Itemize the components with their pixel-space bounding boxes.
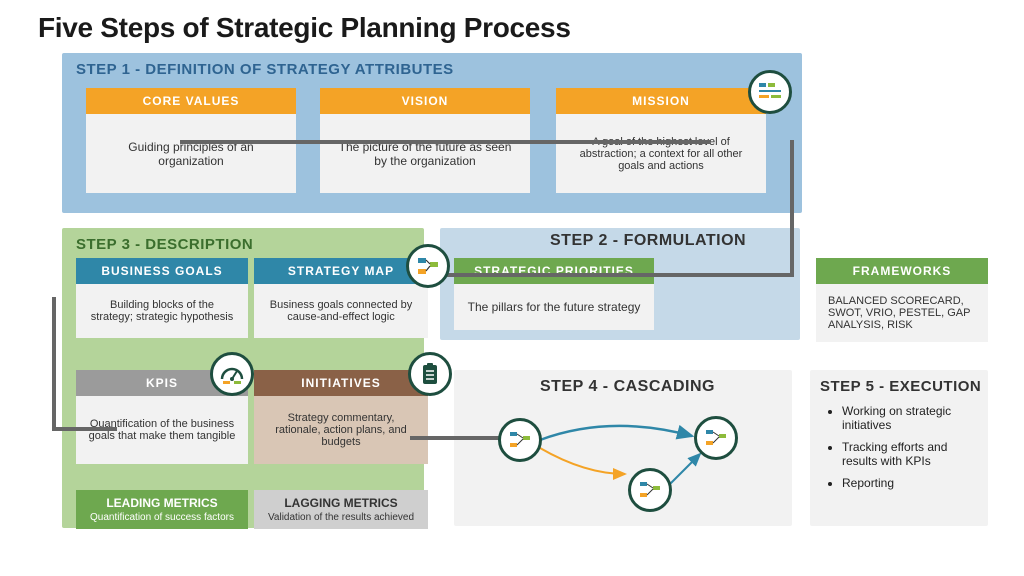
gauge-icon [210,352,254,396]
chart-icon [748,70,792,114]
core-values-body: Guiding principles of an organization [86,114,296,193]
cascade-node-icon [628,468,672,512]
vision-title: VISION [320,88,530,114]
cascade-node-icon [498,418,542,462]
initiatives-card: INITIATIVES Strategy commentary, rationa… [254,370,428,464]
business-goals-title: BUSINESS GOALS [76,258,248,284]
strategic-priorities-title: STRATEGIC PRIORITIES [454,258,654,284]
frameworks-title: FRAMEWORKS [816,258,988,284]
connector [52,297,56,427]
step4-header: STEP 4 - CASCADING [540,378,715,396]
strategy-map-card: STRATEGY MAP Business goals connected by… [254,258,428,338]
step2-header: STEP 2 - FORMULATION [550,232,746,250]
map-icon [406,244,450,288]
lagging-sub: Validation of the results achieved [262,512,420,523]
cascade-node-icon [694,416,738,460]
vision-body: The picture of the future as seen by the… [320,114,530,193]
strategic-priorities-card: STRATEGIC PRIORITIES The pillars for the… [454,258,654,330]
frameworks-body: BALANCED SCORECARD, SWOT, VRIO, PESTEL, … [816,284,988,342]
connector [52,427,117,431]
lagging-metrics: LAGGING METRICS Validation of the result… [254,490,428,529]
leading-metrics: LEADING METRICS Quantification of succes… [76,490,248,529]
frameworks-card: FRAMEWORKS BALANCED SCORECARD, SWOT, VRI… [816,258,988,342]
connector [420,273,794,277]
strategy-map-title: STRATEGY MAP [254,258,428,284]
connector [180,140,710,144]
mission-body: A goal of the highest level of abstracti… [556,114,766,193]
step5-header: STEP 5 - EXECUTION [820,378,981,395]
step3-header: STEP 3 - DESCRIPTION [62,228,424,261]
step5-bullet: Reporting [842,476,980,490]
business-goals-body: Building blocks of the strategy; strateg… [76,284,248,338]
core-values-title: CORE VALUES [86,88,296,114]
page-title: Five Steps of Strategic Planning Process [38,12,571,44]
step5-bullets: Working on strategic initiatives Trackin… [824,404,980,498]
connector [790,140,794,275]
leading-sub: Quantification of success factors [84,512,240,523]
initiatives-body: Strategy commentary, rationale, action p… [254,396,428,464]
strategy-map-body: Business goals connected by cause-and-ef… [254,284,428,338]
step5-bullet: Tracking efforts and results with KPIs [842,440,980,468]
clipboard-icon [408,352,452,396]
strategic-priorities-body: The pillars for the future strategy [454,284,654,330]
leading-title: LEADING METRICS [106,496,217,510]
business-goals-card: BUSINESS GOALS Building blocks of the st… [76,258,248,338]
step1-header: STEP 1 - DEFINITION OF STRATEGY ATTRIBUT… [62,53,802,86]
initiatives-title: INITIATIVES [254,370,428,396]
step5-bullet: Working on strategic initiatives [842,404,980,432]
lagging-title: LAGGING METRICS [284,496,397,510]
mission-title: MISSION [556,88,766,114]
